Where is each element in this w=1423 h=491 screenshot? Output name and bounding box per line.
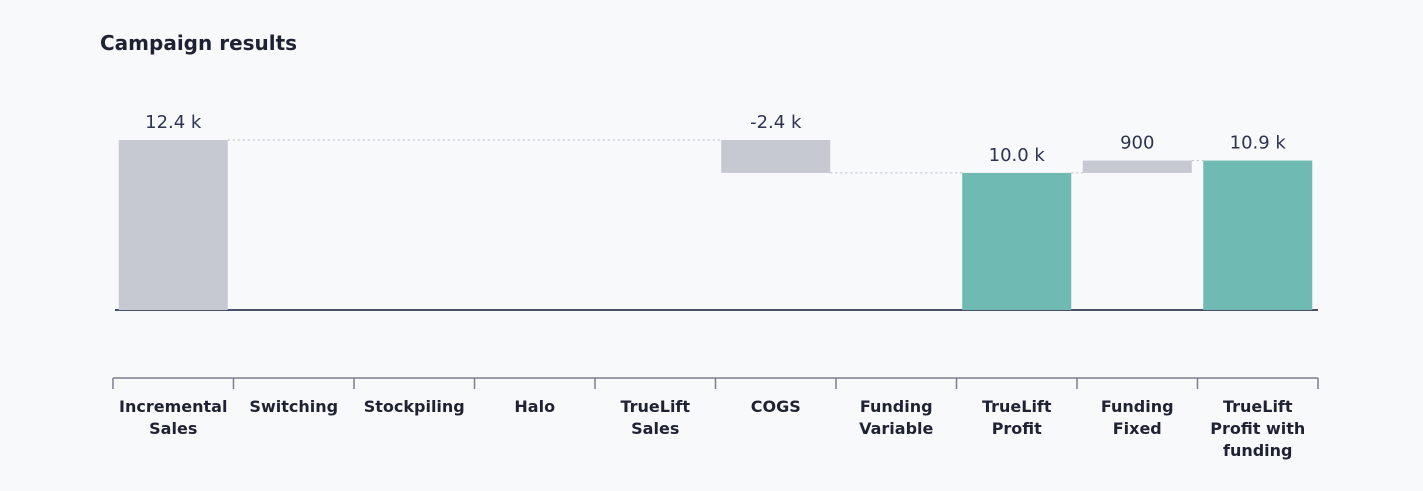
x-tick-label: Funding Variable [859, 397, 934, 438]
bar [1203, 160, 1313, 310]
x-tick-label: Stockpiling [363, 397, 465, 416]
value-label: 10.9 k [1230, 133, 1287, 154]
chart-title: Campaign results [100, 31, 298, 55]
x-tick-label: COGS [750, 397, 801, 416]
bar [721, 140, 831, 173]
x-tick-label: Incremental Sales [119, 397, 228, 438]
bar [1082, 160, 1192, 173]
x-tick-label: Halo [514, 397, 556, 416]
x-tick-label: Switching [249, 397, 339, 416]
value-label: 10.0 k [989, 145, 1046, 166]
x-tick-label: TrueLift Profit [981, 397, 1052, 438]
x-tick-label: TrueLift Sales [620, 397, 691, 438]
value-label: 900 [1120, 133, 1154, 154]
bar [962, 172, 1072, 310]
value-label: -2.4 k [750, 112, 802, 133]
value-label: 12.4 k [145, 112, 202, 133]
x-tick-label: TrueLift Profit with funding [1210, 397, 1306, 460]
x-tick-label: Funding Fixed [1100, 397, 1174, 438]
bar [118, 140, 228, 310]
